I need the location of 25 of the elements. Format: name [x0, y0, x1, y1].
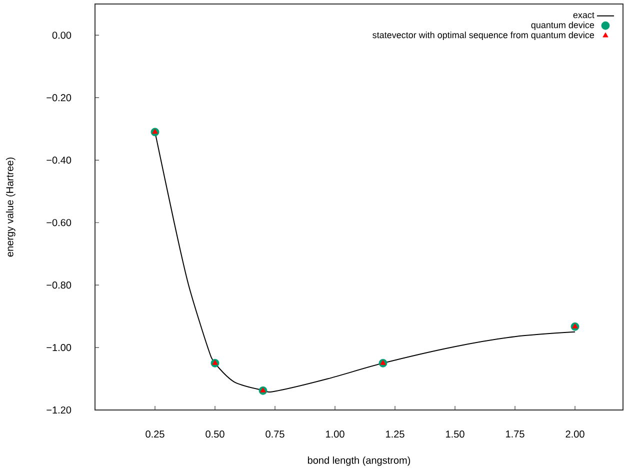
x-tick-label: 0.75: [266, 430, 284, 438]
y-axis-title: energy value (Hartree): [6, 158, 16, 257]
legend-label: statevector with optimal sequence from quantum device: [372, 32, 594, 40]
x-tick-label: 0.25: [146, 430, 164, 438]
legend-label: quantum device: [531, 22, 594, 30]
x-tick-label: 1.50: [446, 430, 464, 438]
x-tick-label: 1.25: [386, 430, 404, 438]
x-tick-label: 1.75: [506, 430, 524, 438]
y-tick-label: −0.20: [46, 94, 72, 102]
y-tick-label: −1.00: [46, 344, 72, 352]
y-tick-label: −1.20: [46, 406, 72, 414]
legend-label: exact: [573, 12, 594, 18]
point: [572, 323, 578, 328]
x-axis-title: bond length (angstrom): [308, 456, 410, 466]
y-tick-label: −0.80: [46, 282, 72, 289]
point: [212, 360, 218, 365]
point: [260, 387, 266, 392]
x-tick-label: 1.00: [326, 430, 344, 438]
x-tick-label: 0.50: [206, 430, 224, 438]
y-tick-label: −0.60: [46, 219, 72, 226]
x-tick-label: 2.00: [566, 430, 584, 438]
point: [152, 128, 158, 134]
y-tick-label: 0.00: [52, 32, 72, 39]
y-tick-label: −0.40: [46, 156, 72, 164]
point: [380, 360, 386, 365]
